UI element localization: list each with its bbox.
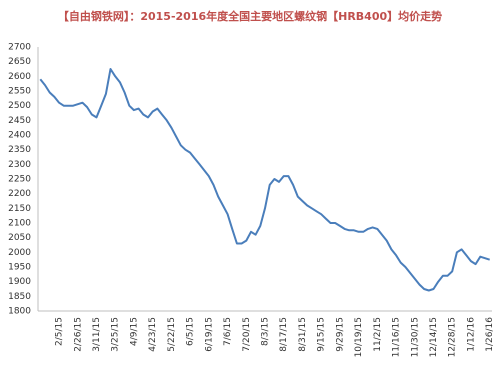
x-tick-label: 4/23/15 bbox=[148, 317, 158, 352]
x-tick-label: 6/19/15 bbox=[204, 317, 214, 352]
x-tick-label: 1/26/16 bbox=[485, 317, 495, 352]
y-tick-label: 2400 bbox=[8, 131, 31, 141]
y-tick-label: 2050 bbox=[8, 233, 31, 243]
y-tick-label: 1900 bbox=[8, 277, 31, 287]
chart-title: 【自由钢铁网】：2015-2016年度全国主要地区螺纹钢【HRB400】均价走势 bbox=[58, 9, 442, 23]
x-tick-label: 11/30/15 bbox=[410, 317, 420, 357]
y-tick-label: 2300 bbox=[8, 160, 31, 170]
x-tick-label: 2/5/15 bbox=[55, 317, 65, 346]
x-tick-label: 11/2/15 bbox=[373, 317, 383, 352]
y-tick-label: 2250 bbox=[8, 175, 31, 185]
x-tick-label: 5/22/15 bbox=[167, 317, 177, 352]
x-tick-label: 7/20/15 bbox=[242, 317, 252, 352]
y-tick-label: 2100 bbox=[8, 219, 31, 229]
y-tick-label: 1950 bbox=[8, 263, 31, 273]
y-tick-label: 2450 bbox=[8, 116, 31, 126]
x-tick-label: 8/3/15 bbox=[261, 317, 271, 346]
y-tick-label: 2600 bbox=[8, 72, 31, 82]
x-tick-label: 6/5/15 bbox=[186, 317, 196, 346]
x-tick-label: 3/11/15 bbox=[92, 317, 102, 352]
x-tick-label: 12/28/15 bbox=[448, 317, 458, 357]
x-tick-label: 12/14/15 bbox=[429, 317, 439, 357]
y-tick-label: 2350 bbox=[8, 145, 31, 155]
y-tick-label: 2150 bbox=[8, 204, 31, 214]
x-tick-label: 1/12/16 bbox=[466, 317, 476, 352]
x-tick-label: 7/6/15 bbox=[223, 317, 233, 346]
y-tick-label: 1850 bbox=[8, 292, 31, 302]
x-tick-label: 8/17/15 bbox=[279, 317, 289, 352]
y-tick-label: 2200 bbox=[8, 189, 31, 199]
x-tick-label: 8/31/15 bbox=[298, 317, 308, 352]
y-tick-label: 2650 bbox=[8, 57, 31, 67]
x-tick-label: 2/26/15 bbox=[73, 317, 83, 352]
y-tick-label: 2700 bbox=[8, 43, 31, 53]
y-tick-label: 2500 bbox=[8, 101, 31, 111]
x-tick-label: 10/19/15 bbox=[354, 317, 364, 357]
x-tick-label: 4/9/15 bbox=[129, 317, 139, 346]
x-tick-label: 9/15/15 bbox=[317, 317, 327, 352]
y-tick-label: 2000 bbox=[8, 248, 31, 258]
x-tick-label: 3/25/15 bbox=[111, 317, 121, 352]
data-line bbox=[39, 68, 491, 292]
y-tick-label: 2550 bbox=[8, 87, 31, 97]
y-tick-label: 1800 bbox=[8, 307, 31, 317]
x-tick-label: 11/16/15 bbox=[392, 317, 402, 357]
x-tick-label: 9/29/15 bbox=[335, 317, 345, 352]
